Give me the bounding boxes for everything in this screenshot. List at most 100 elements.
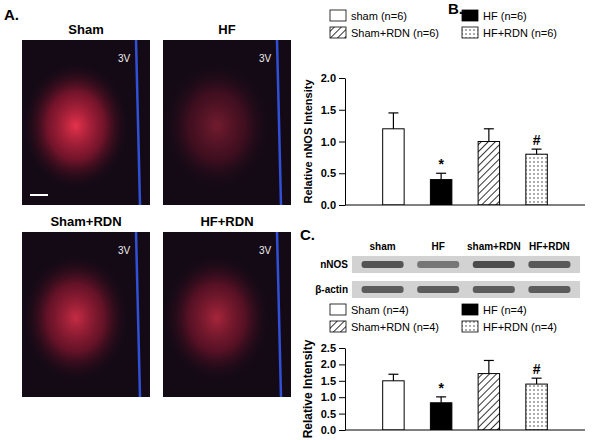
legend-swatch <box>330 321 346 332</box>
legend-label: HF (n=6) <box>483 10 527 22</box>
bar <box>383 129 404 205</box>
error-stem <box>393 374 394 381</box>
y-tick-label: 0.5 <box>321 408 336 420</box>
y-tick-label: 1.0 <box>321 391 336 403</box>
ventricle-edge <box>277 40 281 205</box>
ventricle-edge <box>136 232 140 397</box>
blot-band <box>528 261 570 268</box>
y-tick: 0.0 <box>321 199 345 211</box>
y-tick: 0.0 <box>321 424 345 436</box>
image-background <box>22 232 150 397</box>
blot-band <box>362 261 404 268</box>
micrograph: Sham+RDN3V <box>22 214 150 397</box>
error-cap <box>532 149 542 150</box>
bar <box>526 154 547 205</box>
error-cap <box>436 173 446 174</box>
legend-swatch <box>462 10 478 21</box>
image-title: HF+RDN <box>200 214 253 229</box>
annotation: * <box>438 380 444 396</box>
lane-label: sham+RDN <box>467 241 521 252</box>
error-cap <box>484 128 494 129</box>
y-tick: 1.0 <box>321 391 345 403</box>
y-tick: 2.0 <box>321 72 345 84</box>
blot-band <box>417 261 459 268</box>
y-tick: 1.5 <box>321 104 345 116</box>
blot-band <box>362 286 404 293</box>
panel-label: C. <box>300 226 315 243</box>
bar-chart: Sham (n=4)HF (n=4)Sham+RDN (n=4)HF+RDN (… <box>301 304 585 438</box>
y-tick-mark <box>339 142 345 143</box>
image-title: Sham <box>68 22 103 37</box>
error-stem <box>488 129 489 142</box>
error-stem <box>536 149 537 154</box>
annotation: # <box>533 361 541 377</box>
ventricle-edge <box>136 40 140 205</box>
error-cap <box>388 112 398 113</box>
error-bar <box>388 374 398 381</box>
blot-membrane <box>352 281 580 298</box>
y-tick-label: 1.5 <box>321 375 336 387</box>
bar <box>478 374 499 430</box>
image-glow <box>165 256 269 380</box>
blot-band <box>473 286 515 293</box>
ventricle-edge <box>277 232 281 397</box>
y-tick-mark <box>339 348 345 349</box>
x-axis-line <box>345 205 585 206</box>
error-stem <box>441 397 442 403</box>
panel-label: A. <box>4 6 19 23</box>
y-tick-label: 1.0 <box>321 136 336 148</box>
plot-marks <box>383 113 548 205</box>
annotation: # <box>533 132 541 148</box>
figure: A.B.C.Sham3VHF3VSham+RDN3VHF+RDN3VshamHF… <box>0 0 602 440</box>
image-title: HF <box>218 22 235 37</box>
error-cap <box>532 378 542 379</box>
y-tick: 2.0 <box>321 358 345 370</box>
y-tick-mark <box>339 397 345 398</box>
legend-swatch <box>462 304 478 315</box>
error-bar <box>388 113 398 129</box>
error-stem <box>488 360 489 373</box>
y-tick-label: 2.0 <box>321 358 336 370</box>
plot-marks <box>383 360 548 430</box>
y-tick-label: 0.0 <box>321 199 336 211</box>
lane-label: HF <box>432 241 445 252</box>
bar-chart: sham (n=6)HF (n=6)Sham+RDN (n=6)HF+RDN (… <box>302 10 585 211</box>
legend-swatch <box>330 10 346 21</box>
y-axis: 0.0 0.5 1.0 1.5 2.0 <box>321 72 346 211</box>
western-blot: shamHFsham+RDNHF+RDNnNOSβ-actin <box>315 241 580 298</box>
lane-label: HF+RDN <box>529 241 570 252</box>
y-tick: 0.5 <box>321 167 345 179</box>
image-label: 3V <box>118 53 131 64</box>
blot-membrane <box>352 256 580 273</box>
micrograph: Sham 3V <box>22 22 150 205</box>
y-tick: 0.5 <box>321 408 345 420</box>
legend-swatch <box>462 27 478 38</box>
error-bar <box>436 173 446 179</box>
y-tick-mark <box>339 110 345 111</box>
legend-swatch <box>330 304 346 315</box>
y-tick-label: 0.0 <box>321 424 336 436</box>
y-axis-line <box>345 349 346 431</box>
image-background <box>22 40 150 205</box>
legend-label: HF (n=4) <box>483 304 527 316</box>
legend-label: Sham+RDN (n=4) <box>351 321 439 333</box>
bar <box>478 142 499 206</box>
bar <box>430 403 451 430</box>
y-tick-mark <box>339 364 345 365</box>
y-tick-label: 2.5 <box>321 342 336 354</box>
error-bar <box>484 129 494 142</box>
image-background <box>163 232 291 397</box>
error-bar <box>532 149 542 154</box>
y-tick-mark <box>339 381 345 382</box>
blot-band <box>528 286 570 293</box>
error-cap <box>388 374 398 375</box>
y-tick-mark <box>339 414 345 415</box>
error-cap <box>436 396 446 397</box>
error-bar <box>484 360 494 373</box>
legend-label: HF+RDN (n=6) <box>483 27 557 39</box>
y-tick-mark <box>339 205 345 206</box>
bar <box>430 180 451 205</box>
image-label: 3V <box>118 245 131 256</box>
legend-label: sham (n=6) <box>351 10 407 22</box>
y-axis: 0.0 0.5 1.0 1.5 2.0 2.5 <box>321 342 346 436</box>
